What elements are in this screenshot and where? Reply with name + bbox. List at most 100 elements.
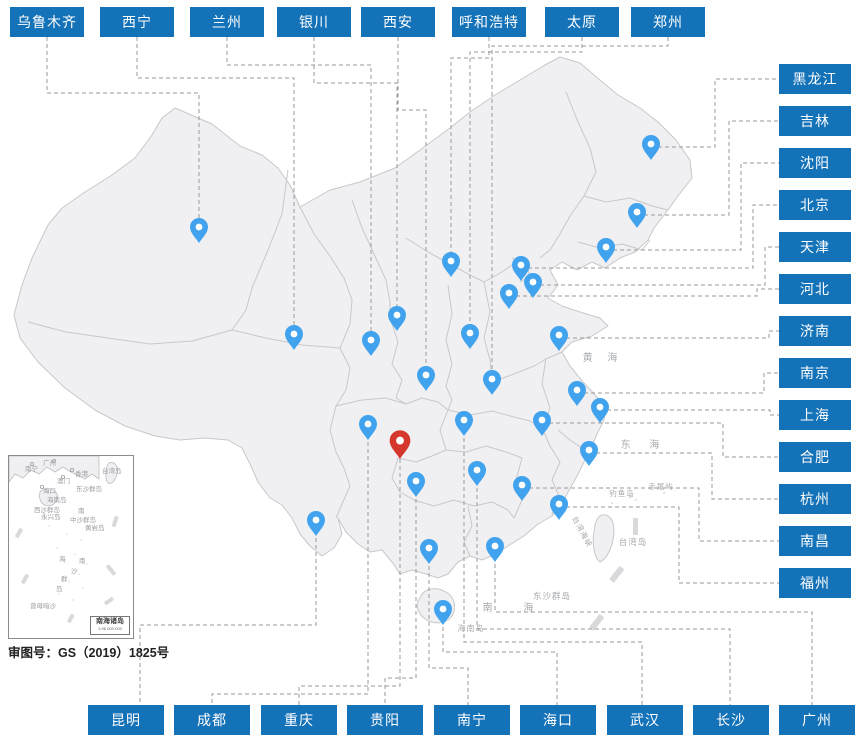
city-button[interactable]: 呼和浩特 [452,7,526,37]
city-button[interactable]: 郑州 [631,7,705,37]
connector-line [533,246,779,286]
inset-label: 永兴岛 [41,514,61,521]
inset-label: 沙 [71,568,78,575]
map-pin[interactable] [461,324,479,349]
city-button[interactable]: 成都 [174,705,250,735]
map-pin[interactable] [468,461,486,486]
map-pin[interactable] [190,218,208,243]
sea-label: 海南岛 [458,623,485,633]
city-button[interactable]: 福州 [779,568,851,598]
map-pin[interactable] [388,306,406,331]
city-button[interactable]: 武汉 [607,705,683,735]
connector-line [136,37,295,337]
city-button[interactable]: 沈阳 [779,148,851,178]
city-button[interactable]: 乌鲁木齐 [10,7,84,37]
city-button[interactable]: 广州 [779,705,855,735]
map-pin[interactable] [550,326,568,351]
connector-line [559,506,779,584]
sea-label: 台湾岛 [619,537,648,547]
connector-line [600,409,779,416]
inset-label: 南宁 [25,466,38,473]
connector-lines [46,37,813,705]
map-pin[interactable] [513,476,531,501]
map-pin[interactable] [512,256,530,281]
map-pin[interactable] [550,495,568,520]
connector-line [637,120,779,216]
province-borders [27,91,669,557]
map-pin[interactable] [407,472,425,497]
map-pin[interactable] [591,398,609,423]
city-button[interactable]: 南宁 [434,705,510,735]
city-button[interactable]: 吉林 [779,106,851,136]
city-button[interactable]: 南京 [779,358,851,388]
map-pin[interactable] [362,331,380,356]
inset-label: 岛 [56,586,63,593]
map-pin[interactable] [483,370,501,395]
inset-label: 西沙群岛 [34,507,60,514]
inset-scale-box: 南海诸岛 1:96 000 000 [90,616,130,635]
connector-line [606,162,779,251]
city-button[interactable]: 西安 [361,7,435,37]
city-button[interactable]: 济南 [779,316,851,346]
city-button[interactable]: 北京 [779,190,851,220]
city-button[interactable]: 天津 [779,232,851,262]
map-pin[interactable] [417,366,435,391]
city-button[interactable]: 银川 [277,7,351,37]
map-pin[interactable] [524,273,542,298]
inset-map-graphic [9,456,119,623]
map-pin[interactable] [500,284,518,309]
connector-line [442,620,558,705]
connector-line [521,204,779,269]
sea-label: 赤尾屿 [648,482,674,491]
connector-line [211,435,369,705]
map-pin[interactable] [580,441,598,466]
city-button[interactable]: 南昌 [779,526,851,556]
connector-line [491,37,669,382]
city-button[interactable]: 西宁 [100,7,174,37]
map-pin-red[interactable] [389,430,411,459]
connector-line [298,452,401,705]
city-button[interactable]: 合肥 [779,442,851,472]
map-approval-number: 审图号：GS（2019）1825号 [8,646,170,660]
map-pin[interactable] [442,252,460,277]
sea-label: 钓鱼岛 [609,488,635,498]
inset-label: 海 [59,556,66,563]
map-pin[interactable] [455,411,473,436]
city-button[interactable]: 贵阳 [347,705,423,735]
city-button[interactable]: 上海 [779,400,851,430]
map-pin[interactable] [434,600,452,625]
city-button[interactable]: 海口 [520,705,596,735]
city-button[interactable]: 杭州 [779,484,851,514]
map-pin[interactable] [307,511,325,536]
map-pin[interactable] [628,203,646,228]
city-button[interactable]: 重庆 [261,705,337,735]
city-button[interactable]: 河北 [779,274,851,304]
city-button[interactable]: 长沙 [693,705,769,735]
map-pin[interactable] [285,325,303,350]
inset-label: 黄岩岛 [85,525,105,532]
city-button[interactable]: 昆明 [88,705,164,735]
map-pin[interactable] [420,539,438,564]
connector-line [463,431,643,705]
connector-line [139,531,317,705]
connector-line [542,422,779,458]
map-pin[interactable] [533,411,551,436]
map-pin[interactable] [642,135,660,160]
city-button[interactable]: 黑龙江 [779,64,851,94]
taiwan-island [592,514,615,563]
connector-line [46,37,200,230]
map-pin[interactable] [568,381,586,406]
map-pin[interactable] [359,415,377,440]
small-islands [589,492,665,631]
city-button[interactable]: 太原 [545,7,619,37]
city-button[interactable]: 兰州 [190,7,264,37]
sea-label: 东沙群岛 [533,591,571,601]
inset-label: 群 [61,576,68,583]
south-china-sea-inset: 南宁 广州 香港 澳门 台湾岛 东沙群岛 海口 海南岛 西沙群岛 永兴岛南中沙群岛 黄岩岛海南沙群岛… [8,455,134,639]
map-pin[interactable] [597,238,615,263]
connector-line [397,37,427,378]
mainland-outline [13,56,693,579]
inset-box-scale: 1:96 000 000 [98,626,122,631]
map-pin[interactable] [486,537,504,562]
